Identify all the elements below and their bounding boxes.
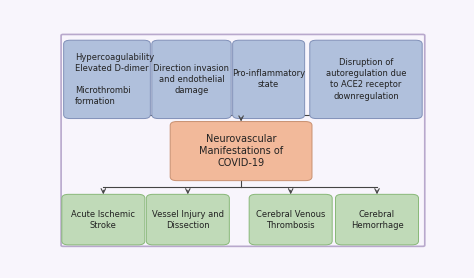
Text: Neurovascular
Manifestations of
COVID-19: Neurovascular Manifestations of COVID-19 (199, 134, 283, 168)
Text: Hypercoagulability
Elevated D-dimer

Microthrombi
formation: Hypercoagulability Elevated D-dimer Micr… (75, 53, 154, 106)
Text: Disruption of
autoregulation due
to ACE2 receptor
downregulation: Disruption of autoregulation due to ACE2… (326, 58, 406, 101)
FancyBboxPatch shape (170, 121, 312, 181)
FancyBboxPatch shape (146, 194, 229, 245)
Text: Cerebral
Hemorrhage: Cerebral Hemorrhage (351, 210, 403, 230)
FancyBboxPatch shape (249, 194, 332, 245)
Text: Acute Ischemic
Stroke: Acute Ischemic Stroke (71, 210, 136, 230)
FancyBboxPatch shape (62, 194, 145, 245)
FancyBboxPatch shape (310, 40, 422, 118)
Text: Vessel Injury and
Dissection: Vessel Injury and Dissection (152, 210, 224, 230)
FancyBboxPatch shape (336, 194, 419, 245)
FancyBboxPatch shape (152, 40, 231, 118)
Text: Cerebral Venous
Thrombosis: Cerebral Venous Thrombosis (256, 210, 325, 230)
Text: Direction invasion
and endothelial
damage: Direction invasion and endothelial damag… (154, 64, 229, 95)
FancyBboxPatch shape (64, 40, 150, 118)
Text: Pro-inflammatory
state: Pro-inflammatory state (232, 69, 305, 90)
FancyBboxPatch shape (233, 40, 305, 118)
